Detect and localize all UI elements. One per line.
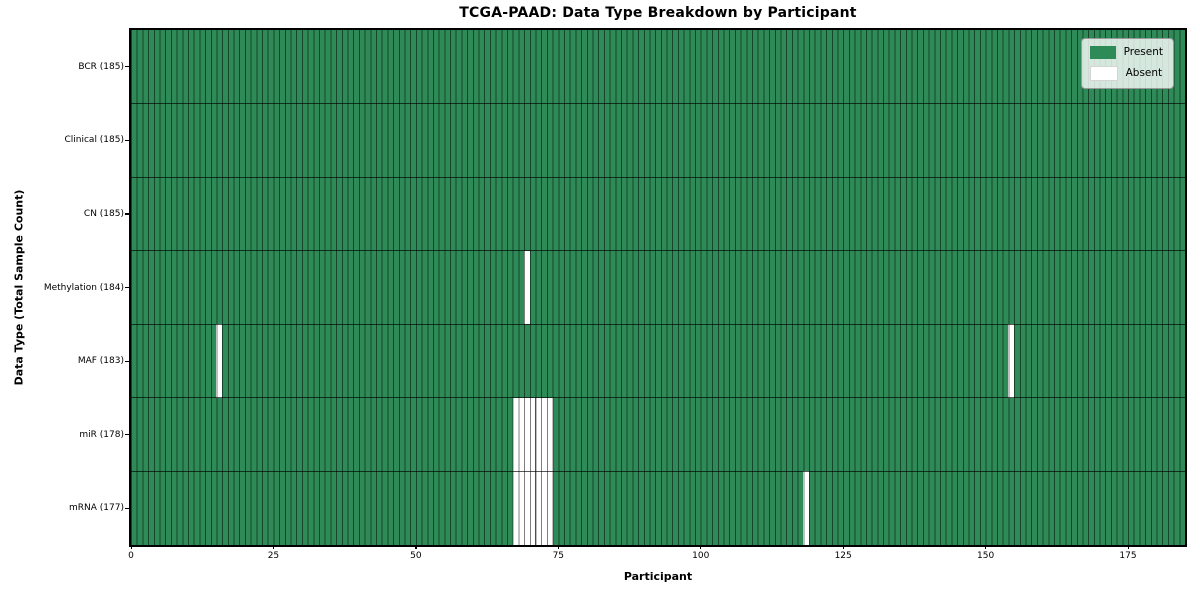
- x-tick-label-0: 0: [128, 551, 134, 561]
- y-tick-label-mRNA: mRNA (177): [69, 503, 124, 514]
- x-axis-label: Participant: [623, 570, 693, 583]
- legend: Present Absent: [1080, 38, 1174, 89]
- y-tick-mark: [125, 360, 129, 362]
- x-tick-mark: [842, 545, 844, 549]
- x-tick-mark: [1127, 545, 1129, 549]
- legend-label-absent: Absent: [1125, 67, 1163, 79]
- y-tick-label-Methylation: Methylation (184): [43, 282, 124, 293]
- x-tick-mark: [557, 545, 559, 549]
- y-tick-label-BCR: BCR (185): [78, 61, 124, 72]
- row-separator-line: [131, 323, 1185, 325]
- row-separator-line: [131, 103, 1185, 105]
- plot-area: Present Absent: [129, 28, 1187, 547]
- y-tick-label-Clinical: Clinical (185): [64, 135, 124, 146]
- y-tick-label-CN: CN (185): [83, 208, 124, 219]
- row-separator-line: [131, 250, 1185, 252]
- x-tick-label-75: 75: [552, 551, 565, 561]
- y-tick-mark: [125, 507, 129, 509]
- legend-item-absent: Absent: [1089, 66, 1163, 81]
- chart-title: TCGA-PAAD: Data Type Breakdown by Partic…: [459, 5, 857, 21]
- y-tick-label-miR: miR (178): [79, 429, 124, 440]
- row-separator-line: [131, 176, 1185, 178]
- x-tick-label-150: 150: [977, 551, 995, 561]
- x-tick-mark: [700, 545, 702, 549]
- x-tick-mark: [130, 545, 132, 549]
- y-tick-mark: [125, 287, 129, 289]
- legend-swatch-present: [1089, 46, 1116, 59]
- legend-swatch-absent: [1089, 66, 1118, 81]
- x-tick-mark: [985, 545, 987, 549]
- row-separator-line: [131, 397, 1185, 399]
- x-tick-mark: [272, 545, 275, 549]
- y-tick-label-MAF: MAF (183): [77, 356, 124, 367]
- y-tick-mark: [125, 139, 129, 142]
- x-tick-label-125: 125: [834, 551, 852, 561]
- y-tick-mark: [125, 213, 129, 215]
- row-separator-line: [131, 470, 1185, 472]
- legend-items: Present Absent: [1089, 46, 1163, 81]
- x-tick-label-50: 50: [410, 551, 422, 561]
- x-tick-label-100: 100: [692, 551, 710, 561]
- column-grid-lines: [131, 30, 1185, 545]
- legend-label-present: Present: [1123, 46, 1163, 58]
- x-tick-label-25: 25: [267, 551, 280, 561]
- x-tick-mark: [415, 545, 417, 549]
- row-separator-lines: [131, 30, 1185, 545]
- legend-item-present: Present: [1089, 46, 1163, 59]
- y-tick-mark: [125, 434, 129, 436]
- x-tick-label-175: 175: [1119, 551, 1137, 561]
- y-tick-mark: [125, 66, 129, 68]
